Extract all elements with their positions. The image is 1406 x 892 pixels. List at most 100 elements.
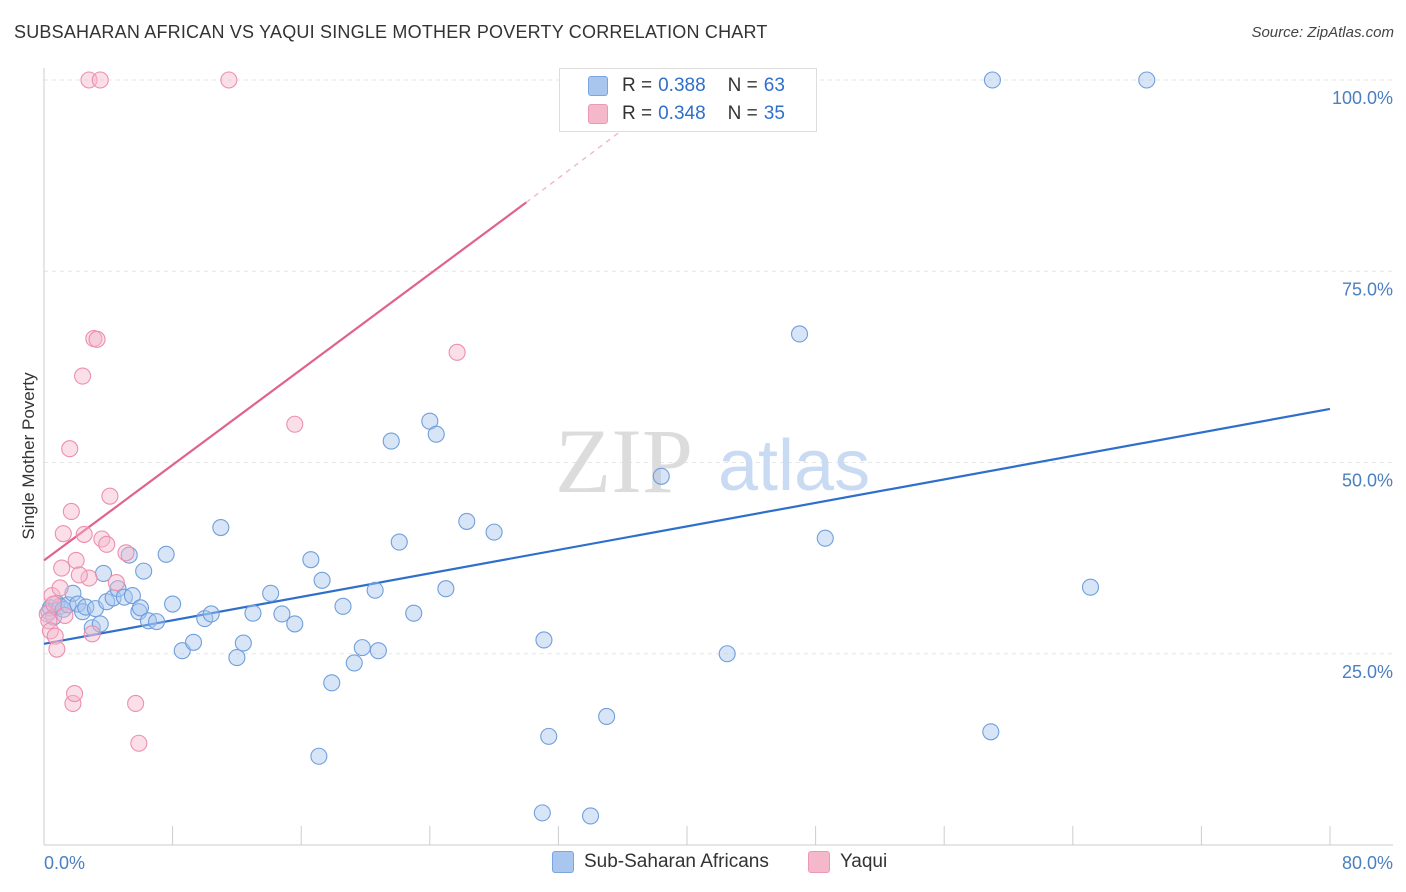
point-yaqui[interactable] [83,625,101,643]
x-tick-label-max: 80.0% [1342,853,1393,873]
legend-label-subsaharan: Sub-Saharan Africans [584,851,769,872]
point-yaqui[interactable] [127,694,145,713]
point-subsaharan[interactable] [212,518,230,537]
point-subsaharan[interactable] [816,529,834,547]
point-subsaharan[interactable] [718,645,736,663]
point-subsaharan[interactable] [535,631,553,649]
point-subsaharan[interactable] [369,642,387,660]
point-yaqui[interactable] [220,71,238,89]
point-yaqui[interactable] [88,330,106,348]
point-subsaharan[interactable] [228,649,246,667]
point-subsaharan[interactable] [652,467,670,485]
legend-r-label: R = [622,75,653,96]
legend-r-label: R = [622,103,653,124]
point-subsaharan[interactable] [302,551,320,569]
correlation-legend: R = 0.388 N = 63 R = 0.348 N = 35 [559,68,817,132]
point-subsaharan[interactable] [1138,71,1156,89]
y-tick-label: 100.0% [1332,88,1393,108]
series-legend: Sub-Saharan Africans Yaqui [0,851,1406,877]
point-subsaharan[interactable] [131,599,149,617]
legend-item-yaqui[interactable]: Yaqui [808,851,887,873]
point-subsaharan[interactable] [405,604,423,622]
point-subsaharan[interactable] [345,654,363,672]
point-subsaharan[interactable] [202,605,220,623]
point-subsaharan[interactable] [323,674,341,692]
point-subsaharan[interactable] [790,325,809,343]
point-subsaharan[interactable] [437,580,455,598]
trend-line-1 [43,201,527,562]
point-yaqui[interactable] [107,574,125,592]
point-subsaharan[interactable] [427,425,445,443]
point-subsaharan[interactable] [334,597,352,615]
point-yaqui[interactable] [75,525,93,543]
point-yaqui[interactable] [101,487,119,505]
trend-layer [43,123,1331,645]
point-subsaharan[interactable] [983,71,1001,89]
point-yaqui[interactable] [93,530,111,548]
point-subsaharan[interactable] [382,432,400,450]
points-layer [38,71,1156,825]
legend-swatch-yaqui [588,104,608,124]
point-yaqui[interactable] [74,367,92,385]
point-yaqui[interactable] [45,595,63,613]
point-subsaharan[interactable] [581,807,600,825]
point-subsaharan[interactable] [286,615,304,633]
point-subsaharan[interactable] [273,605,291,623]
point-yaqui[interactable] [91,71,109,89]
point-subsaharan[interactable] [262,584,280,602]
point-subsaharan[interactable] [164,595,182,613]
point-subsaharan[interactable] [598,707,616,726]
point-subsaharan[interactable] [135,562,153,580]
point-yaqui[interactable] [117,544,135,562]
point-subsaharan[interactable] [64,584,82,602]
point-subsaharan[interactable] [120,546,138,564]
y-tick-label: 75.0% [1342,279,1393,299]
legend-item-subsaharan[interactable]: Sub-Saharan Africans [552,851,769,873]
point-yaqui[interactable] [98,535,116,553]
point-subsaharan[interactable] [485,523,503,541]
point-yaqui[interactable] [62,502,80,521]
point-yaqui[interactable] [70,566,88,584]
point-subsaharan[interactable] [234,634,252,652]
point-yaqui[interactable] [80,569,98,587]
point-subsaharan[interactable] [353,639,371,657]
point-yaqui[interactable] [51,579,69,597]
point-subsaharan[interactable] [533,804,551,822]
y-tick-label: 50.0% [1342,471,1393,491]
point-subsaharan[interactable] [366,581,384,599]
legend-swatch-subsaharan [552,851,574,873]
point-subsaharan[interactable] [74,603,92,621]
point-yaqui[interactable] [130,734,148,752]
legend-n-value: 35 [763,103,785,124]
point-yaqui[interactable] [48,640,66,658]
legend-r-value: 0.348 [658,103,706,124]
point-yaqui[interactable] [56,606,74,625]
point-subsaharan[interactable] [313,571,331,589]
point-subsaharan[interactable] [244,604,262,622]
watermark-atlas: atlas [718,426,870,506]
point-yaqui[interactable] [65,684,84,703]
point-yaqui[interactable] [67,551,85,569]
point-yaqui[interactable] [38,605,56,623]
point-subsaharan[interactable] [390,533,408,551]
point-subsaharan[interactable] [109,580,127,598]
point-subsaharan[interactable] [123,587,141,605]
point-yaqui[interactable] [41,622,59,640]
point-subsaharan[interactable] [147,613,166,631]
point-subsaharan[interactable] [157,545,175,563]
point-subsaharan[interactable] [458,512,476,530]
point-subsaharan[interactable] [982,723,1000,741]
point-subsaharan[interactable] [184,633,203,651]
point-yaqui[interactable] [53,559,71,577]
trend-line-0 [43,407,1331,645]
point-yaqui[interactable] [61,440,79,458]
point-subsaharan[interactable] [1081,578,1100,596]
point-yaqui[interactable] [46,627,64,645]
point-subsaharan[interactable] [83,619,101,637]
y-axis-label: Single Mother Poverty [19,372,38,540]
point-subsaharan[interactable] [310,747,328,765]
point-subsaharan[interactable] [540,727,558,745]
point-yaqui[interactable] [54,525,72,543]
point-yaqui[interactable] [448,343,466,361]
point-yaqui[interactable] [286,415,304,433]
